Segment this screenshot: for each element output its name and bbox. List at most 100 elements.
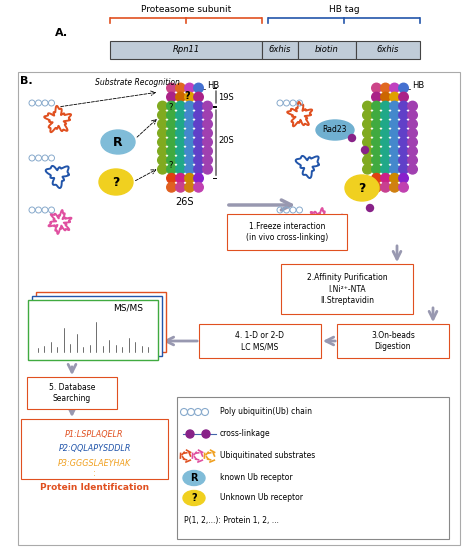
Text: 4. 1-D or 2-D
LC MS/MS: 4. 1-D or 2-D LC MS/MS xyxy=(236,330,284,351)
Circle shape xyxy=(363,128,372,138)
Text: ?: ? xyxy=(169,160,173,170)
Circle shape xyxy=(194,102,203,111)
FancyBboxPatch shape xyxy=(32,296,162,356)
Circle shape xyxy=(399,137,408,147)
Circle shape xyxy=(338,215,346,221)
Circle shape xyxy=(363,102,372,111)
Circle shape xyxy=(372,128,381,138)
Text: ?: ? xyxy=(169,104,173,113)
FancyBboxPatch shape xyxy=(18,72,460,545)
Circle shape xyxy=(366,204,374,211)
Text: 26S: 26S xyxy=(176,197,194,208)
Circle shape xyxy=(176,147,185,156)
Circle shape xyxy=(194,147,203,156)
Circle shape xyxy=(176,83,185,93)
Circle shape xyxy=(167,102,176,111)
Text: Poly ubiquitin(Ub) chain: Poly ubiquitin(Ub) chain xyxy=(220,407,312,417)
Circle shape xyxy=(372,102,381,111)
Circle shape xyxy=(203,155,212,165)
Circle shape xyxy=(390,128,399,138)
Circle shape xyxy=(408,165,417,174)
Circle shape xyxy=(158,165,167,174)
Circle shape xyxy=(194,119,203,129)
Circle shape xyxy=(202,430,210,438)
Circle shape xyxy=(381,110,390,120)
Circle shape xyxy=(194,83,203,93)
Circle shape xyxy=(194,182,203,192)
Circle shape xyxy=(186,430,194,438)
Circle shape xyxy=(176,137,185,147)
Circle shape xyxy=(158,137,167,147)
Circle shape xyxy=(399,182,408,192)
Circle shape xyxy=(185,147,194,156)
Circle shape xyxy=(176,128,185,138)
Circle shape xyxy=(167,128,176,138)
Circle shape xyxy=(185,102,194,111)
FancyBboxPatch shape xyxy=(36,292,166,352)
FancyBboxPatch shape xyxy=(262,41,298,59)
Circle shape xyxy=(194,173,203,183)
Circle shape xyxy=(185,165,194,174)
Circle shape xyxy=(203,137,212,147)
Circle shape xyxy=(363,119,372,129)
Circle shape xyxy=(408,128,417,138)
Circle shape xyxy=(408,137,417,147)
Circle shape xyxy=(158,155,167,165)
Text: A.: A. xyxy=(55,28,68,38)
Circle shape xyxy=(158,119,167,129)
Circle shape xyxy=(185,92,194,102)
Circle shape xyxy=(203,165,212,174)
Circle shape xyxy=(381,155,390,165)
Circle shape xyxy=(390,102,399,111)
Circle shape xyxy=(390,147,399,156)
Circle shape xyxy=(381,137,390,147)
Text: known Ub receptor: known Ub receptor xyxy=(220,473,292,483)
Circle shape xyxy=(194,155,203,165)
FancyBboxPatch shape xyxy=(27,377,117,409)
Circle shape xyxy=(408,119,417,129)
Circle shape xyxy=(399,173,408,183)
Text: Proteasome subunit: Proteasome subunit xyxy=(141,5,231,14)
Circle shape xyxy=(372,110,381,120)
Ellipse shape xyxy=(316,120,354,140)
Circle shape xyxy=(194,137,203,147)
Circle shape xyxy=(363,147,372,156)
Text: MS/MS: MS/MS xyxy=(113,304,143,312)
Circle shape xyxy=(167,147,176,156)
Text: P3:GGGSLAEYHAK: P3:GGGSLAEYHAK xyxy=(58,460,131,468)
Circle shape xyxy=(176,119,185,129)
Circle shape xyxy=(399,110,408,120)
Circle shape xyxy=(167,110,176,120)
Circle shape xyxy=(185,182,194,192)
Circle shape xyxy=(176,155,185,165)
Circle shape xyxy=(167,165,176,174)
Ellipse shape xyxy=(183,490,205,506)
Circle shape xyxy=(176,110,185,120)
Circle shape xyxy=(372,147,381,156)
Circle shape xyxy=(167,155,176,165)
Circle shape xyxy=(399,92,408,102)
Text: HB: HB xyxy=(207,81,219,89)
Ellipse shape xyxy=(183,470,205,485)
Circle shape xyxy=(381,165,390,174)
Circle shape xyxy=(185,110,194,120)
Circle shape xyxy=(176,182,185,192)
Circle shape xyxy=(203,147,212,156)
Circle shape xyxy=(381,147,390,156)
Circle shape xyxy=(381,128,390,138)
Text: Unknown Ub receptor: Unknown Ub receptor xyxy=(220,494,303,502)
FancyBboxPatch shape xyxy=(227,214,347,250)
Circle shape xyxy=(185,83,194,93)
Circle shape xyxy=(158,110,167,120)
Circle shape xyxy=(363,155,372,165)
Circle shape xyxy=(194,92,203,102)
FancyBboxPatch shape xyxy=(281,264,413,314)
Text: 20S: 20S xyxy=(218,136,234,145)
Text: 1.Freeze interaction
(in vivo cross-linking): 1.Freeze interaction (in vivo cross-link… xyxy=(246,222,328,243)
FancyBboxPatch shape xyxy=(337,324,449,358)
Text: P1:LSPLAQELR: P1:LSPLAQELR xyxy=(65,429,124,439)
Circle shape xyxy=(390,137,399,147)
Circle shape xyxy=(390,165,399,174)
FancyBboxPatch shape xyxy=(21,419,168,479)
Circle shape xyxy=(381,173,390,183)
